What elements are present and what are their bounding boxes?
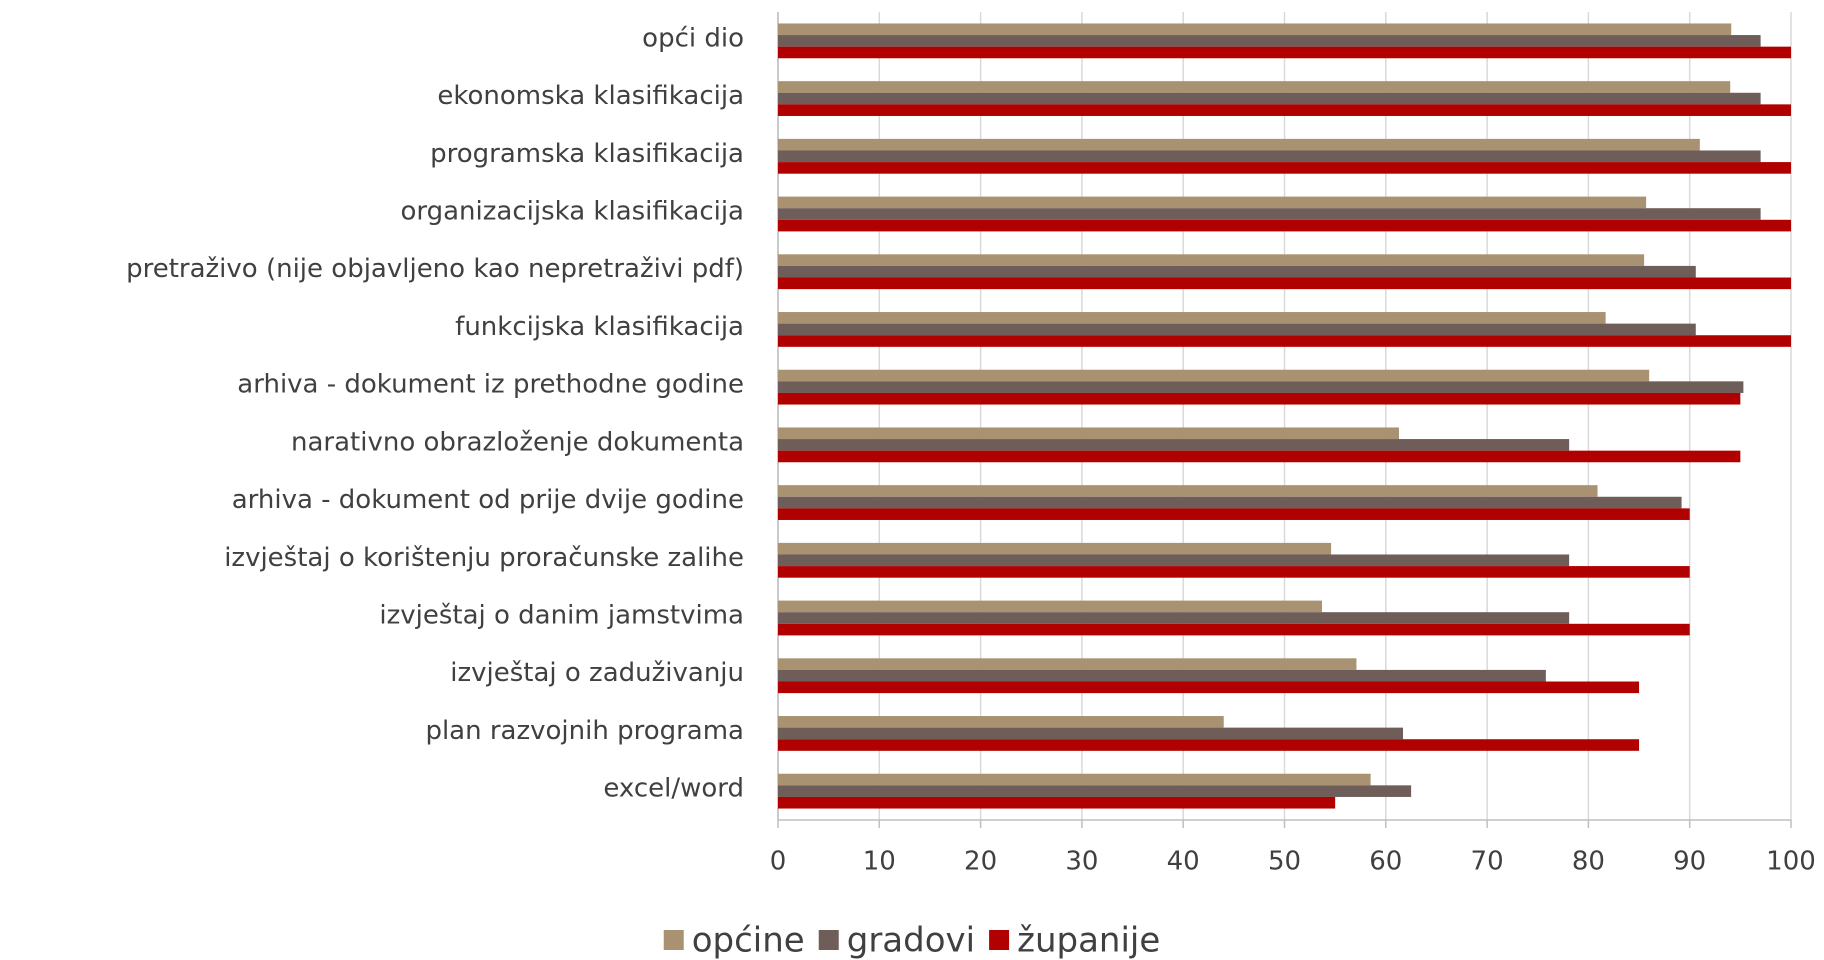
bar bbox=[778, 496, 1682, 509]
bar bbox=[778, 542, 1332, 555]
bar bbox=[778, 208, 1761, 220]
category-label: arhiva - dokument iz prethodne godine bbox=[237, 370, 744, 400]
x-tick-label: 100 bbox=[1766, 847, 1816, 877]
legend-label: županije bbox=[1017, 921, 1160, 960]
x-tick-label: 70 bbox=[1471, 847, 1504, 877]
bar bbox=[778, 46, 1791, 59]
x-tick-label: 10 bbox=[863, 847, 896, 877]
bar bbox=[778, 739, 1640, 751]
bar bbox=[778, 669, 1546, 682]
bar bbox=[778, 138, 1700, 151]
legend-label: gradovi bbox=[847, 921, 975, 960]
legend-swatch bbox=[818, 930, 839, 950]
x-tick-label: 50 bbox=[1268, 847, 1301, 877]
category-label: excel/word bbox=[603, 774, 744, 804]
bar bbox=[778, 104, 1791, 116]
bar bbox=[778, 196, 1647, 209]
bar bbox=[778, 92, 1761, 105]
category-label: organizacijska klasifikacija bbox=[400, 197, 744, 227]
legend-swatch bbox=[663, 930, 684, 950]
bar bbox=[778, 623, 1690, 636]
bar bbox=[778, 392, 1741, 405]
bar bbox=[778, 219, 1791, 232]
bar bbox=[778, 439, 1570, 451]
x-tick-label: 80 bbox=[1572, 847, 1605, 877]
bar bbox=[778, 554, 1570, 567]
bar bbox=[778, 254, 1645, 266]
bar bbox=[778, 335, 1791, 347]
x-tick-label: 40 bbox=[1167, 847, 1200, 877]
bar bbox=[778, 796, 1336, 809]
category-label: izvještaj o zaduživanju bbox=[450, 658, 744, 688]
category-label: pretraživo (nije objavljeno kao nepretra… bbox=[126, 254, 744, 284]
bar bbox=[778, 658, 1357, 670]
category-label: ekonomska klasifikacija bbox=[437, 81, 744, 111]
x-tick-label: 90 bbox=[1673, 847, 1706, 877]
bar bbox=[778, 450, 1741, 463]
x-tick-label: 30 bbox=[1065, 847, 1098, 877]
bar bbox=[778, 23, 1732, 36]
bar bbox=[778, 369, 1650, 382]
legend-label: općine bbox=[692, 921, 805, 960]
x-tick-label: 20 bbox=[964, 847, 997, 877]
x-tick-label: 60 bbox=[1369, 847, 1402, 877]
bar bbox=[778, 162, 1791, 174]
bar bbox=[778, 312, 1606, 324]
bar bbox=[778, 35, 1761, 47]
bar bbox=[778, 727, 1404, 740]
bar bbox=[778, 508, 1690, 520]
bar bbox=[778, 600, 1322, 613]
x-tick-label: 0 bbox=[770, 847, 787, 877]
category-label: plan razvojnih programa bbox=[425, 716, 744, 746]
bar bbox=[778, 612, 1570, 624]
bar bbox=[778, 265, 1696, 278]
bar bbox=[778, 150, 1761, 163]
bar bbox=[778, 81, 1731, 93]
bar bbox=[778, 785, 1412, 797]
bar bbox=[778, 381, 1744, 393]
bar bbox=[778, 277, 1791, 290]
category-label: izvještaj o danim jamstvima bbox=[379, 601, 744, 631]
category-label: narativno obrazloženje dokumenta bbox=[291, 427, 744, 457]
category-label: opći dio bbox=[642, 23, 744, 53]
category-label: funkcijska klasifikacija bbox=[455, 312, 744, 342]
category-label: arhiva - dokument od prije dvije godine bbox=[232, 485, 744, 515]
bar bbox=[778, 323, 1696, 336]
legend-swatch bbox=[989, 930, 1010, 950]
bar bbox=[778, 485, 1598, 497]
category-label: programska klasifikacija bbox=[430, 139, 744, 169]
category-label: izvještaj o korištenju proračunske zalih… bbox=[224, 543, 744, 573]
bar bbox=[778, 427, 1399, 440]
bar bbox=[778, 716, 1224, 728]
bar bbox=[778, 773, 1371, 786]
bar bbox=[778, 681, 1640, 694]
bar bbox=[778, 566, 1690, 578]
